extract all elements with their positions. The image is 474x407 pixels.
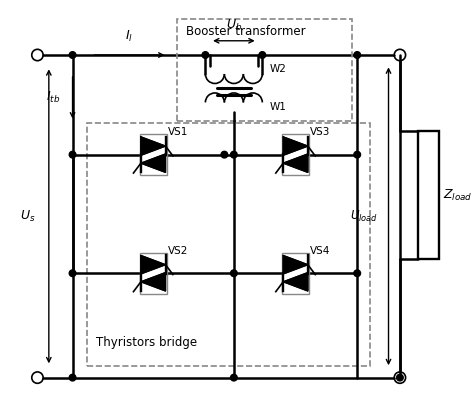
Text: $\mathit{Z_{load}}$: $\mathit{Z_{load}}$ xyxy=(443,187,472,203)
Circle shape xyxy=(221,151,228,158)
Circle shape xyxy=(69,374,76,381)
Bar xyxy=(282,253,309,293)
Text: VS1: VS1 xyxy=(168,127,188,137)
Circle shape xyxy=(230,270,237,277)
Bar xyxy=(177,19,353,121)
Circle shape xyxy=(202,52,209,58)
Circle shape xyxy=(397,374,403,381)
Circle shape xyxy=(230,151,237,158)
Circle shape xyxy=(354,151,361,158)
Text: $\mathit{U_{load}}$: $\mathit{U_{load}}$ xyxy=(350,209,378,224)
Polygon shape xyxy=(141,154,165,173)
Text: VS3: VS3 xyxy=(310,127,331,137)
Circle shape xyxy=(354,52,361,58)
Polygon shape xyxy=(141,273,165,291)
Polygon shape xyxy=(141,256,165,274)
Text: $\mathit{I_{tb}}$: $\mathit{I_{tb}}$ xyxy=(46,90,60,105)
Text: $\mathit{I_l}$: $\mathit{I_l}$ xyxy=(126,28,134,44)
Bar xyxy=(418,131,439,259)
Polygon shape xyxy=(283,273,308,291)
Circle shape xyxy=(69,151,76,158)
Polygon shape xyxy=(283,154,308,173)
Text: $\mathit{U_b}$: $\mathit{U_b}$ xyxy=(226,18,242,33)
Circle shape xyxy=(69,270,76,277)
Circle shape xyxy=(230,374,237,381)
Bar xyxy=(140,253,167,293)
Text: W1: W1 xyxy=(270,102,287,112)
Circle shape xyxy=(354,270,361,277)
Polygon shape xyxy=(283,137,308,155)
Text: VS4: VS4 xyxy=(310,246,331,256)
Text: VS2: VS2 xyxy=(168,246,188,256)
Text: Booster transformer: Booster transformer xyxy=(186,25,306,37)
Polygon shape xyxy=(283,256,308,274)
Text: $\mathit{U_s}$: $\mathit{U_s}$ xyxy=(20,209,36,224)
Polygon shape xyxy=(141,137,165,155)
Circle shape xyxy=(69,52,76,58)
Text: W2: W2 xyxy=(270,64,287,74)
Bar xyxy=(87,123,370,366)
Text: Thyristors bridge: Thyristors bridge xyxy=(96,336,197,349)
Bar xyxy=(140,134,167,175)
Circle shape xyxy=(259,52,265,58)
Bar xyxy=(282,134,309,175)
